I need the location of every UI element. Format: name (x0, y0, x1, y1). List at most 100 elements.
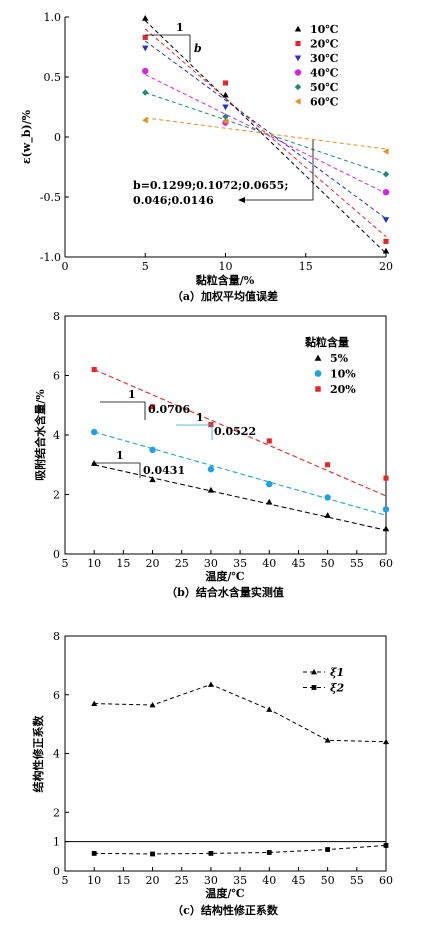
panel-b-x-tick-label: 35 (233, 557, 247, 570)
panel-a-point-3 (142, 67, 149, 75)
panel-c-series-line-1 (94, 844, 387, 855)
panel-b-point-1 (90, 428, 98, 436)
panel-b-legend-marker-1 (314, 370, 322, 377)
panel-a-point-4 (222, 113, 229, 120)
panel-b-y-label: 吸附结合水含量/% (33, 389, 47, 481)
panel-a-point-2 (222, 104, 229, 111)
panel-b-x-tick-label: 20 (146, 557, 160, 570)
panel-c-y-tick-label: 0 (53, 865, 60, 878)
panel-a-legend-label-4: 50℃ (310, 81, 339, 94)
panel-b-legend-title: 黏粒含量 (305, 335, 349, 349)
panel-c-point-1 (383, 843, 389, 848)
panel-c-series-line-0 (94, 683, 387, 743)
panel-c-point-0 (266, 706, 273, 712)
panel-a-x-tick-label: 15 (299, 260, 313, 273)
panel-c-x-tick-label: 10 (87, 874, 101, 887)
panel-a-point-5 (222, 118, 229, 125)
panel-a-legend-marker-0 (294, 25, 302, 32)
panel-a-legend-label-0: 10℃ (310, 23, 339, 36)
panel-a-slope-triangle (145, 34, 191, 62)
panel-c-x-tick-label: 45 (291, 874, 305, 887)
panel-b-legend-label-2: 20% (330, 383, 356, 396)
panel-c-point-0 (149, 702, 156, 708)
panel-c-x-tick-label: 20 (146, 874, 160, 887)
panel-b-point-2 (325, 462, 331, 468)
panel-a-point-1 (383, 238, 389, 244)
panel-b-point-1 (324, 494, 331, 501)
panel-a-slope-one: 1 (176, 21, 184, 34)
panel-b-x-label: 温度/℃ (205, 569, 244, 583)
panel-b-legend-marker-0 (314, 354, 322, 361)
panel-b-fit-line-1 (94, 431, 387, 516)
panel-a-fit-line-3 (145, 74, 387, 194)
panel-b-x-tick-label: 30 (204, 557, 218, 570)
panel-a-fit-line-1 (144, 28, 387, 237)
panel-a-x-tick-label: 0 (62, 260, 69, 273)
panel-b-slope-20: 0.0706 (148, 403, 190, 416)
panel-c-x-tick-label: 25 (175, 874, 189, 887)
panel-a-y-tick-label: -1.0 (40, 251, 61, 264)
panel-a-slope-b: b (194, 42, 202, 55)
panel-c-y-tick-label: 6 (53, 689, 60, 702)
panel-b-point-2 (91, 366, 97, 373)
panel-a-point-2 (142, 45, 149, 52)
panel-c-y-tick-label: 2 (53, 806, 60, 819)
panel-b-x-tick-label: 55 (350, 557, 364, 570)
panel-b-x-tick-label: 10 (87, 557, 101, 570)
panel-a-b-values-line2: 0.046;0.0146 (133, 194, 214, 207)
panel-b-slope-triangle-20 (100, 401, 146, 420)
panel-c-point-1 (266, 850, 272, 855)
panel-b-point-1 (207, 466, 215, 473)
panel-b-y-tick-label: 6 (53, 370, 60, 383)
panel-a-point-0 (142, 15, 149, 21)
panel-b-slope-5-one: 1 (116, 449, 124, 462)
panel-c-x-tick-label: 5 (62, 874, 69, 887)
panel-a-y-tick-label: -0.5 (40, 191, 61, 204)
panel-a-point-1 (222, 80, 229, 86)
panel-c-x-tick-label: 60 (379, 874, 393, 887)
panel-b-point-1 (266, 480, 273, 488)
panel-a-x-label: 黏粒含量/% (196, 273, 255, 287)
panel-c-x-tick-label: 15 (116, 874, 130, 887)
panel-c-y-tick-label: 8 (53, 630, 60, 643)
panel-a-point-0 (382, 247, 390, 254)
panel-c-y-tick-label: 4 (53, 748, 60, 761)
panel-b-point-0 (324, 512, 331, 518)
panel-b-point-2 (149, 404, 156, 410)
panel-b-x-tick-label: 40 (262, 557, 276, 570)
panel-a-b-values-line1: b=0.1299;0.1072;0.0655; (133, 179, 288, 192)
panel-c-x-tick-label: 55 (350, 874, 364, 887)
panel-b-point-2 (208, 422, 214, 428)
panel-a-point-5 (142, 117, 148, 124)
panel-b-x-tick-label: 5 (62, 557, 69, 570)
panel-b-slope-5: 0.0431 (143, 464, 185, 477)
panel-b-slope-10: 0.0522 (214, 425, 256, 438)
panel-b-y-tick-label: 8 (53, 310, 60, 323)
panel-b-point-0 (266, 498, 273, 505)
panel-b-fit-line-0 (94, 464, 387, 531)
panel-a-fit-line-2 (144, 40, 387, 220)
panel-a-y-tick-label: 1.0 (44, 11, 62, 24)
panel-c-point-0 (91, 700, 98, 706)
panel-a-point-5 (382, 148, 389, 155)
panel-a-fit-line-0 (144, 20, 387, 254)
panel-a-x-tick-label: 5 (142, 260, 149, 273)
panel-a-legend-label-1: 20℃ (310, 38, 339, 51)
panel-b-y-tick-label: 4 (53, 429, 60, 442)
panel-b-slope-triangle-10 (176, 424, 213, 440)
panel-b-legend-label-0: 5% (330, 352, 349, 365)
panel-a-point-4 (142, 89, 149, 96)
panel-b-point-0 (207, 486, 215, 493)
panel-a-annotation-leader (245, 140, 314, 201)
panel-c-point-0 (383, 738, 389, 745)
panel-c-legend-marker-0 (311, 669, 317, 675)
panel-b-x-tick-label: 45 (291, 557, 305, 570)
panel-b-caption: （b）结合水含量实测值 (166, 585, 284, 599)
panel-c-point-1 (325, 847, 331, 852)
panel-b-point-2 (266, 438, 272, 444)
panel-b-y-tick-label: 0 (53, 548, 60, 561)
panel-c-point-0 (324, 737, 331, 743)
